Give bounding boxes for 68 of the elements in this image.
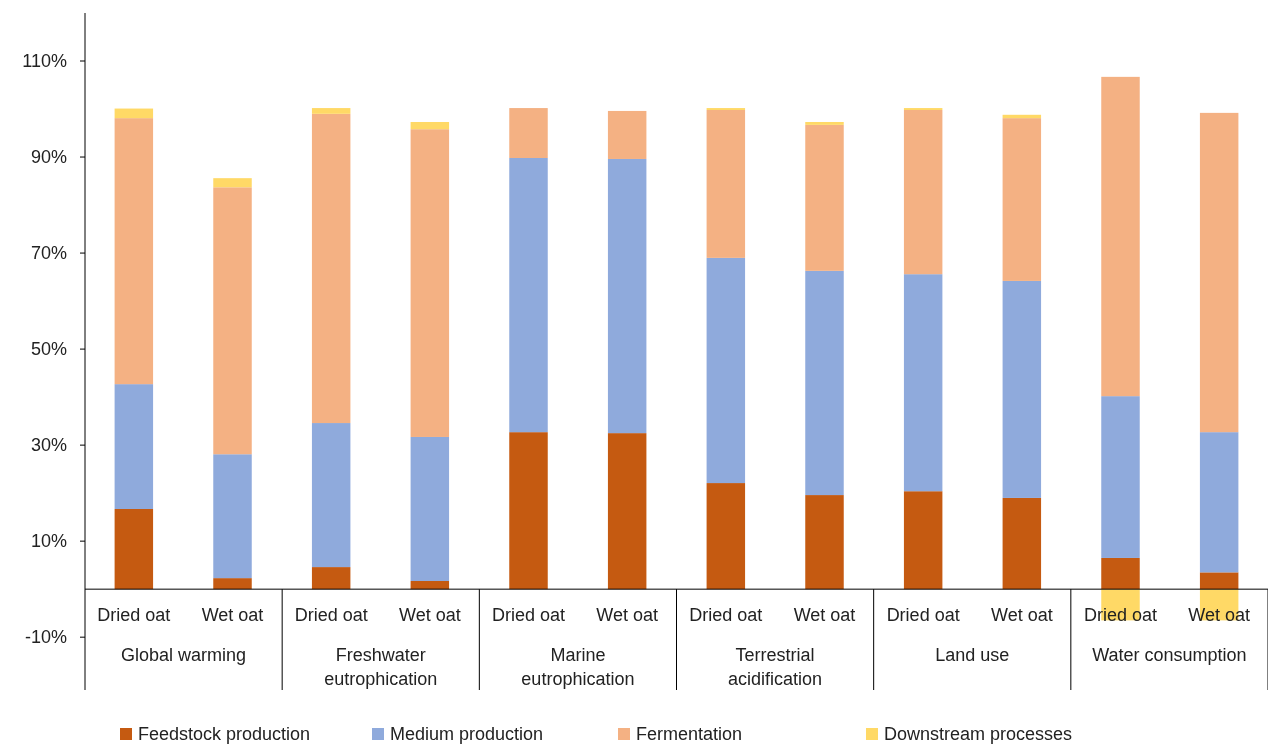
bar: [311, 113, 351, 424]
y-tick-label: 50%: [30, 339, 67, 360]
bar: [213, 578, 252, 590]
bar: [607, 158, 647, 434]
bar: [903, 491, 943, 590]
bar: [213, 187, 252, 455]
bar: [706, 257, 746, 484]
y-tick-label: 110%: [22, 51, 67, 72]
x-tick-label: Dried oat: [491, 605, 566, 625]
bar: [1199, 572, 1239, 590]
bar: [903, 109, 943, 275]
bar: [805, 270, 844, 496]
y-tick-label: 30%: [30, 435, 67, 456]
bar: [410, 129, 450, 437]
x-tick-label: Wet oat: [201, 605, 264, 625]
legend-label: Medium production: [390, 724, 544, 745]
bar: [410, 121, 450, 130]
bar: [706, 483, 746, 590]
bar: [1199, 432, 1239, 573]
annotation: Global warming: [121, 645, 247, 665]
bar: [410, 581, 450, 590]
x-tick-label: Dried oat: [97, 605, 171, 625]
bar: [213, 454, 252, 579]
bar: [805, 124, 844, 271]
legend-label: Downstream processes: [884, 724, 1073, 745]
bar: [706, 109, 746, 258]
bar: [903, 274, 943, 492]
annotation: Marine eutrophication: [521, 645, 635, 689]
bar: [607, 433, 647, 590]
bar: [311, 423, 351, 568]
bar: [509, 432, 548, 590]
legend-label: Fermentation: [636, 724, 743, 745]
y-tick-label: 10%: [30, 531, 67, 552]
x-tick-label: Dried oat: [294, 605, 368, 625]
annotation: Water consumption: [1092, 645, 1247, 665]
bar: [1101, 557, 1140, 590]
bar: [1002, 280, 1042, 498]
bar: [114, 508, 154, 590]
bar: [410, 436, 450, 582]
bar: [1002, 118, 1042, 281]
x-tick-label: Dried oat: [689, 605, 763, 625]
bar: [114, 118, 154, 385]
y-tick-label: 70%: [30, 243, 67, 264]
bar: [1101, 396, 1140, 558]
bar: [1199, 112, 1239, 433]
legend-label: Feedstock production: [138, 724, 311, 745]
bar: [311, 108, 351, 114]
bar: [311, 567, 351, 590]
x-tick-label: Dried oat: [886, 605, 960, 625]
bar: [1101, 76, 1140, 397]
y-tick-label: 90%: [30, 147, 67, 168]
annotation: Land use: [935, 645, 1010, 665]
annotation: Freshwater eutrophication: [324, 645, 438, 689]
bar: [1002, 497, 1042, 590]
y-tick-label: -10%: [24, 627, 67, 648]
x-tick-label: Wet oat: [990, 605, 1053, 625]
annotation: Terrestrial acidification: [728, 645, 823, 689]
bar: [607, 110, 647, 159]
x-tick-label: Wet oat: [398, 605, 461, 625]
bar: [509, 158, 548, 433]
x-tick-label: Wet oat: [596, 605, 659, 625]
bar: [114, 108, 154, 119]
x-tick-label: Wet oat: [793, 605, 856, 625]
bar: [114, 384, 154, 509]
bar: [805, 495, 844, 590]
bar: [213, 178, 252, 188]
bar: [805, 121, 844, 125]
bar: [509, 108, 548, 158]
